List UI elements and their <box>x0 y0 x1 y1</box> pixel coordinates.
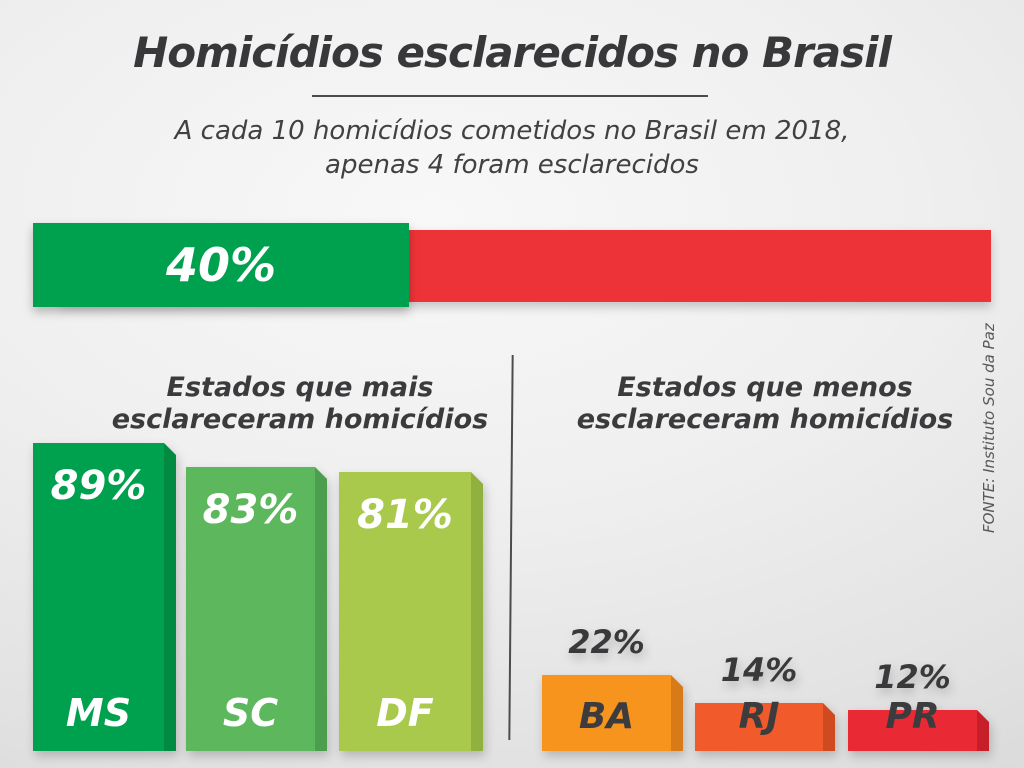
bottom-states-header-line-2: esclareceram homicídios <box>576 403 954 435</box>
page-title: Homicídios esclarecidos no Brasil <box>133 28 892 77</box>
bar-rj-face <box>695 703 823 751</box>
bar-df-face <box>339 472 471 751</box>
subtitle-line-1: A cada 10 homicídios cometidos no Brasil… <box>174 116 850 146</box>
top-states-header-line-2: esclareceram homicídios <box>111 403 489 435</box>
top-states-header-line-1: Estados que mais <box>166 372 434 403</box>
bar-rj-value-label: 14% <box>720 651 798 689</box>
subtitle-line-2: apenas 4 foram esclarecidos <box>325 150 699 180</box>
overall-solved-value-label: 40% <box>165 238 277 292</box>
bar-df-value-label: 81% <box>357 492 453 538</box>
bar-ms-face <box>33 443 164 751</box>
bottom-states-header-line-1: Estados que menos <box>617 372 913 403</box>
bar-rj-bevel <box>823 703 835 751</box>
bar-sc-value-label: 83% <box>202 487 299 533</box>
bar-pr-face <box>848 710 977 751</box>
bar-pr-value-label: 12% <box>874 658 951 696</box>
bar-df-state-label: DF <box>376 691 434 735</box>
bar-ms: 89% MS <box>33 443 176 751</box>
bar-pr-bevel <box>977 710 989 751</box>
title-divider <box>312 95 708 97</box>
bottom-states-header: Estados que menos esclareceram homicídio… <box>555 372 975 436</box>
bar-sc-face <box>186 467 315 751</box>
bar-df: 81% DF <box>339 472 483 751</box>
bar-ba-value-label: 22% <box>568 623 645 661</box>
bar-sc-bevel <box>315 467 327 751</box>
bar-ba-state-label: BA <box>578 696 635 737</box>
bar-ms-bevel <box>164 443 176 751</box>
bar-pr-state-label: PR <box>885 696 940 737</box>
overall-bar-solved-segment: 40% <box>33 223 409 307</box>
bar-ba-bevel <box>671 675 683 751</box>
bar-pr: 12% PR <box>848 658 989 751</box>
bar-sc: 83% SC <box>186 467 327 751</box>
bar-df-bevel <box>471 472 483 751</box>
top-states-header: Estados que mais esclareceram homicídios <box>90 372 510 436</box>
bar-sc-state-label: SC <box>222 691 279 735</box>
source-credit: FONTE: Instituto Sou da Paz <box>980 323 998 533</box>
bar-ms-state-label: MS <box>65 691 132 735</box>
bar-rj: 14% RJ <box>695 651 835 751</box>
bar-ms-value-label: 89% <box>50 463 147 509</box>
bar-ba: 22% BA <box>542 623 683 751</box>
bar-ba-face <box>542 675 671 751</box>
bar-rj-state-label: RJ <box>738 696 780 737</box>
